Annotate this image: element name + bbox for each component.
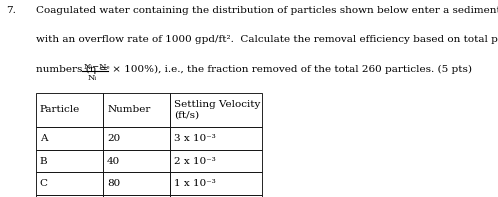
Text: 20: 20: [107, 134, 121, 143]
Text: C: C: [40, 179, 48, 188]
Text: 80: 80: [107, 179, 121, 188]
Text: 40: 40: [107, 157, 121, 165]
Text: B: B: [40, 157, 47, 165]
Text: 2 x 10⁻³: 2 x 10⁻³: [174, 157, 216, 165]
Text: Nᵢ−Nₑ: Nᵢ−Nₑ: [83, 63, 110, 71]
Text: A: A: [40, 134, 47, 143]
Text: 3 x 10⁻³: 3 x 10⁻³: [174, 134, 216, 143]
Text: Settling Velocity
(ft/s): Settling Velocity (ft/s): [174, 100, 260, 120]
Text: numbers (η =: numbers (η =: [36, 65, 111, 74]
Text: Number: Number: [107, 105, 150, 114]
Text: × 100%), i.e., the fraction removed of the total 260 particles. (5 pts): × 100%), i.e., the fraction removed of t…: [109, 65, 472, 74]
Text: Coagulated water containing the distribution of particles shown below enter a se: Coagulated water containing the distribu…: [36, 6, 498, 15]
Text: 1 x 10⁻³: 1 x 10⁻³: [174, 179, 216, 188]
Text: Nᵢ: Nᵢ: [88, 74, 97, 82]
Text: 7.: 7.: [6, 6, 16, 15]
Text: Particle: Particle: [40, 105, 80, 114]
Text: with an overflow rate of 1000 gpd/ft².  Calculate the removal efficiency based o: with an overflow rate of 1000 gpd/ft². C…: [36, 35, 498, 45]
